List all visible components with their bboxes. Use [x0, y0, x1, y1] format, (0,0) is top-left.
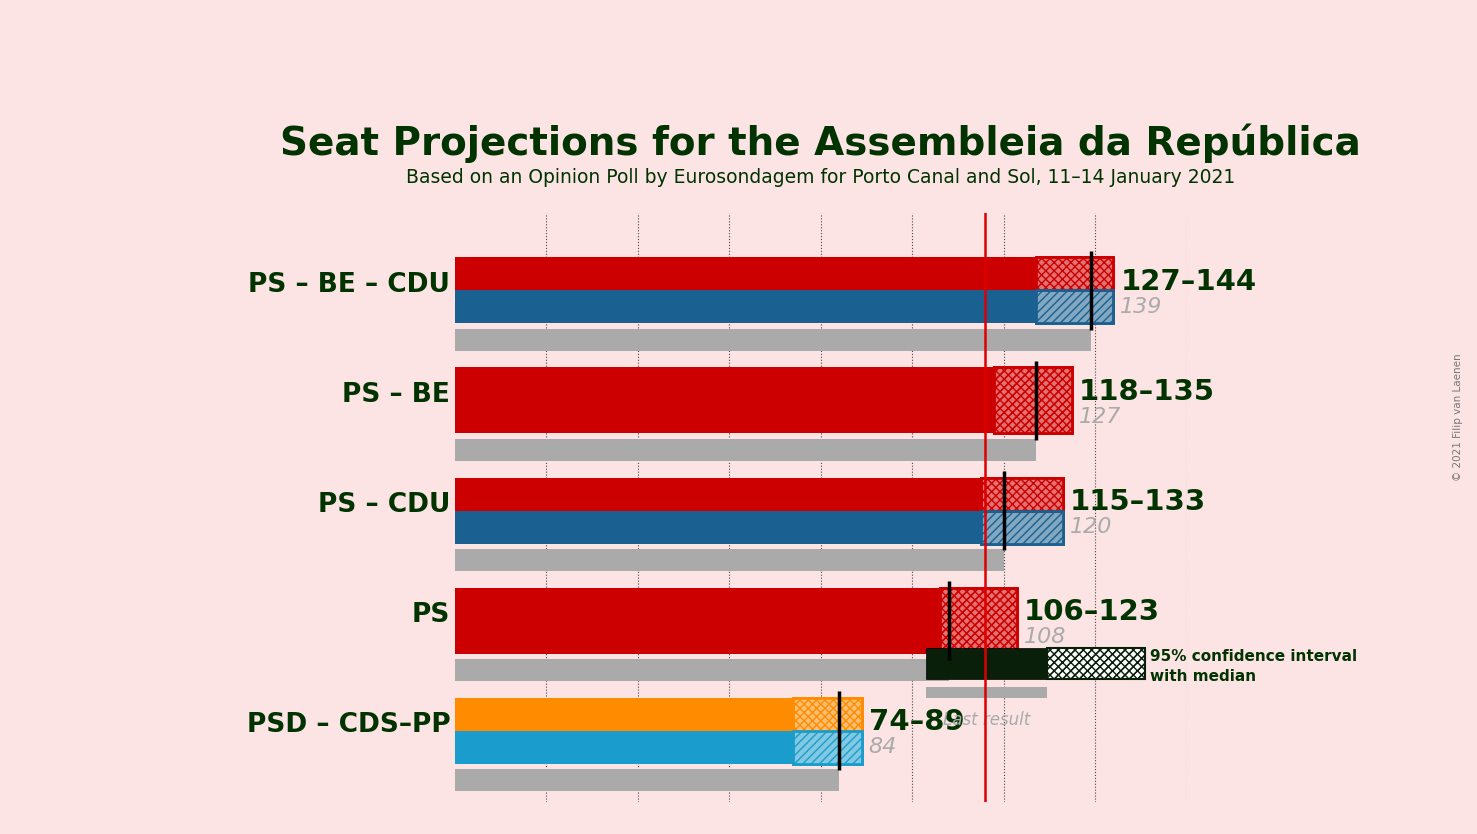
Bar [981, 510, 1063, 544]
Text: 127–144: 127–144 [1120, 268, 1257, 295]
Bar [455, 731, 793, 764]
Bar [455, 510, 981, 544]
Text: 106–123: 106–123 [1024, 598, 1161, 626]
Bar [455, 329, 1090, 351]
Bar [939, 588, 1018, 654]
Bar [455, 769, 839, 791]
Bar [926, 648, 1047, 679]
Bar [1047, 648, 1145, 679]
Bar [1035, 290, 1114, 324]
Text: 108: 108 [1024, 627, 1066, 647]
Bar [455, 439, 1035, 461]
Text: PS – BE: PS – BE [343, 382, 450, 408]
Text: 139: 139 [1120, 297, 1162, 317]
Bar [793, 731, 863, 764]
Text: PS – CDU: PS – CDU [318, 492, 450, 518]
Text: with median: with median [1151, 670, 1255, 685]
Text: PSD – CDS–PP: PSD – CDS–PP [247, 712, 450, 738]
Bar [455, 549, 1004, 571]
Bar [994, 368, 1072, 434]
Bar [939, 588, 1018, 654]
Bar [455, 478, 981, 510]
Text: 118–135: 118–135 [1080, 378, 1216, 405]
Bar [455, 659, 948, 681]
Text: Based on an Opinion Poll by Eurosondagem for Porto Canal and Sol, 11–14 January : Based on an Opinion Poll by Eurosondagem… [406, 168, 1235, 187]
Bar [939, 588, 1018, 654]
Bar [1035, 258, 1114, 290]
Text: PS: PS [412, 602, 450, 628]
Text: Last result: Last result [942, 711, 1029, 729]
Bar [455, 698, 793, 731]
Text: PS – BE – CDU: PS – BE – CDU [248, 272, 450, 298]
Bar [1035, 290, 1114, 324]
Bar [455, 258, 1035, 290]
Bar [793, 731, 863, 764]
Bar [926, 686, 1047, 698]
Bar [455, 588, 939, 654]
Text: 115–133: 115–133 [1069, 488, 1207, 515]
Bar [981, 478, 1063, 510]
Bar [981, 510, 1063, 544]
Bar [981, 478, 1063, 510]
Bar [455, 290, 1035, 324]
Text: 127: 127 [1080, 407, 1121, 427]
Bar [994, 368, 1072, 434]
Text: © 2021 Filip van Laenen: © 2021 Filip van Laenen [1453, 353, 1462, 481]
Bar [939, 588, 1018, 654]
Text: 84: 84 [868, 737, 897, 757]
Title: Seat Projections for the Assembleia da República: Seat Projections for the Assembleia da R… [281, 123, 1362, 163]
Bar [994, 368, 1072, 434]
Bar [994, 368, 1072, 434]
Bar [793, 731, 863, 764]
Bar [1035, 258, 1114, 290]
Bar [793, 698, 863, 731]
Bar [1047, 648, 1145, 679]
Bar [793, 698, 863, 731]
Text: 74–89: 74–89 [868, 708, 964, 736]
Bar [1035, 290, 1114, 324]
Text: 120: 120 [1069, 517, 1112, 537]
Bar [981, 510, 1063, 544]
Bar [981, 478, 1063, 510]
Text: 95% confidence interval: 95% confidence interval [1151, 650, 1357, 665]
Bar [455, 368, 994, 434]
Bar [793, 698, 863, 731]
Bar [1035, 258, 1114, 290]
